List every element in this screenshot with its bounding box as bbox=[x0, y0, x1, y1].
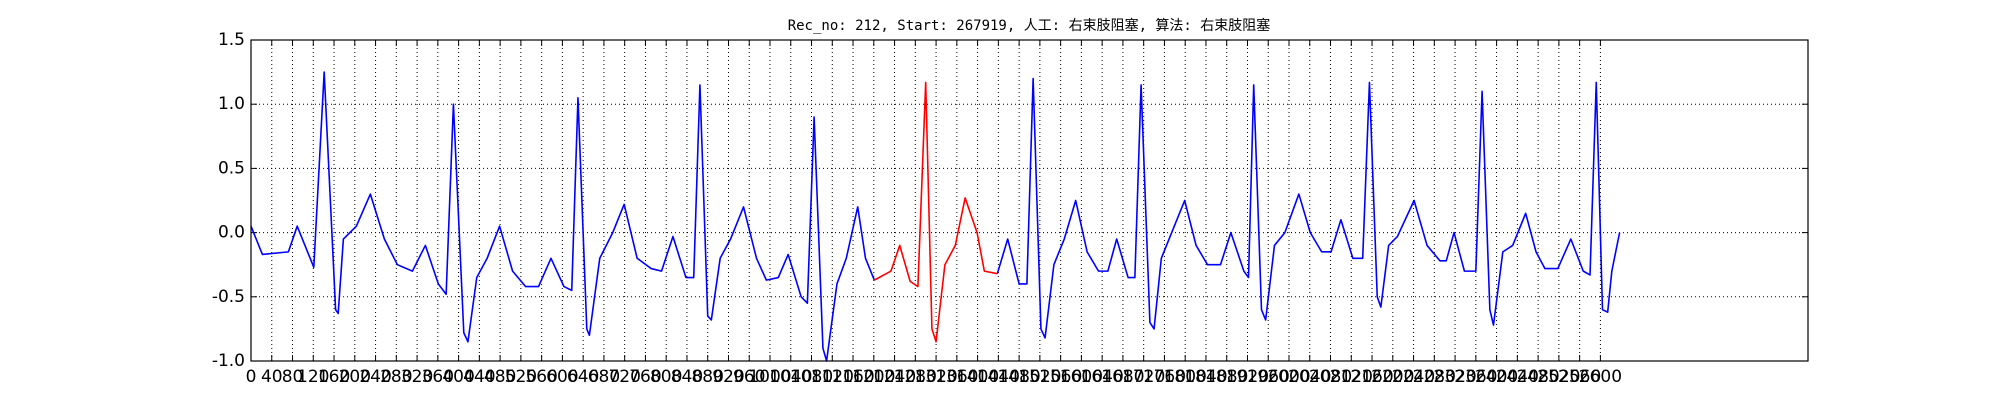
x-tick-label: 1120 bbox=[811, 367, 854, 387]
x-tick-label: 560 bbox=[525, 367, 557, 387]
x-tick-label: 440 bbox=[463, 367, 495, 387]
x-tick-label: 1720 bbox=[1122, 367, 1165, 387]
x-tick-label: 1880 bbox=[1205, 367, 1248, 387]
x-tick-label: 1160 bbox=[831, 367, 874, 387]
x-tick-label: 800 bbox=[650, 367, 682, 387]
x-tick-label: 40 bbox=[261, 367, 283, 387]
x-tick-label: 160 bbox=[318, 367, 350, 387]
x-tick-label: 880 bbox=[691, 367, 723, 387]
x-tick-label: 2240 bbox=[1392, 367, 1435, 387]
ecg-line bbox=[250, 71, 876, 362]
y-tick-label: -1.0 bbox=[212, 351, 245, 371]
x-tick-label: 1080 bbox=[790, 367, 833, 387]
x-tick-label: 2360 bbox=[1454, 367, 1497, 387]
x-tick-label: 1760 bbox=[1143, 367, 1186, 387]
ecg-line bbox=[996, 77, 1621, 339]
x-tick-label: 2080 bbox=[1309, 367, 1352, 387]
x-tick-label: 1520 bbox=[1018, 367, 1061, 387]
x-tick-label: 680 bbox=[588, 367, 620, 387]
x-tick-label: 1360 bbox=[935, 367, 978, 387]
x-tick-label: 280 bbox=[380, 367, 412, 387]
x-tick-label: 1240 bbox=[873, 367, 916, 387]
x-tick-label: 1280 bbox=[894, 367, 937, 387]
x-tick-label: 600 bbox=[546, 367, 578, 387]
x-tick-label: 640 bbox=[567, 367, 599, 387]
x-tick-label: 1440 bbox=[977, 367, 1020, 387]
x-tick-label: 400 bbox=[442, 367, 474, 387]
x-tick-label: 520 bbox=[505, 367, 537, 387]
x-tick-label: 2560 bbox=[1558, 367, 1601, 387]
x-tick-label: 2040 bbox=[1288, 367, 1331, 387]
x-tick-label: 2440 bbox=[1496, 367, 1539, 387]
x-tick-label: 2200 bbox=[1371, 367, 1414, 387]
x-tick-label: 960 bbox=[733, 367, 765, 387]
x-tick-label: 1320 bbox=[914, 367, 957, 387]
y-tick-label: 1.5 bbox=[218, 30, 245, 50]
x-tick-label: 2120 bbox=[1330, 367, 1373, 387]
x-tick-label: 200 bbox=[339, 367, 371, 387]
x-tick-label: 2480 bbox=[1516, 367, 1559, 387]
x-tick-label: 2000 bbox=[1267, 367, 1310, 387]
x-tick-label: 120 bbox=[297, 367, 329, 387]
x-tick-label: 0 bbox=[246, 367, 257, 387]
x-tick-label: 80 bbox=[282, 367, 304, 387]
plot-frame bbox=[250, 39, 1809, 362]
x-tick-label: 1480 bbox=[997, 367, 1040, 387]
x-tick-label: 1560 bbox=[1039, 367, 1082, 387]
ecg-line bbox=[873, 81, 998, 343]
x-tick-label: 480 bbox=[484, 367, 516, 387]
x-tick-label: 1680 bbox=[1101, 367, 1144, 387]
x-tick-label: 2520 bbox=[1537, 367, 1580, 387]
x-tick-label: 360 bbox=[422, 367, 454, 387]
y-tick-label: 0.0 bbox=[218, 223, 245, 243]
x-tick-label: 1040 bbox=[769, 367, 812, 387]
x-tick-label: 2160 bbox=[1350, 367, 1393, 387]
x-tick-label: 1920 bbox=[1226, 367, 1269, 387]
x-tick-label: 720 bbox=[608, 367, 640, 387]
x-tick-label: 2600 bbox=[1579, 367, 1622, 387]
x-tick-label: 1200 bbox=[852, 367, 895, 387]
x-tick-label: 2320 bbox=[1433, 367, 1476, 387]
x-tick-label: 920 bbox=[712, 367, 744, 387]
x-tick-label: 1800 bbox=[1164, 367, 1207, 387]
x-tick-label: 2400 bbox=[1475, 367, 1518, 387]
y-tick-label: 0.5 bbox=[218, 158, 245, 178]
chart-title: Rec_no: 212, Start: 267919, 人工: 右束肢阻塞, 算… bbox=[788, 17, 1271, 34]
x-tick-label: 1640 bbox=[1081, 367, 1124, 387]
x-tick-label: 1840 bbox=[1184, 367, 1227, 387]
x-tick-label: 840 bbox=[671, 367, 703, 387]
y-tick-label: -0.5 bbox=[212, 287, 245, 307]
x-tick-label: 1960 bbox=[1247, 367, 1290, 387]
x-tick-label: 1400 bbox=[956, 367, 999, 387]
y-tick-label: 1.0 bbox=[218, 94, 245, 114]
x-tick-label: 320 bbox=[401, 367, 433, 387]
x-tick-label: 2280 bbox=[1413, 367, 1456, 387]
x-tick-label: 1000 bbox=[748, 367, 791, 387]
x-tick-label: 760 bbox=[629, 367, 661, 387]
x-tick-label: 240 bbox=[359, 367, 391, 387]
x-tick-label: 1600 bbox=[1060, 367, 1103, 387]
